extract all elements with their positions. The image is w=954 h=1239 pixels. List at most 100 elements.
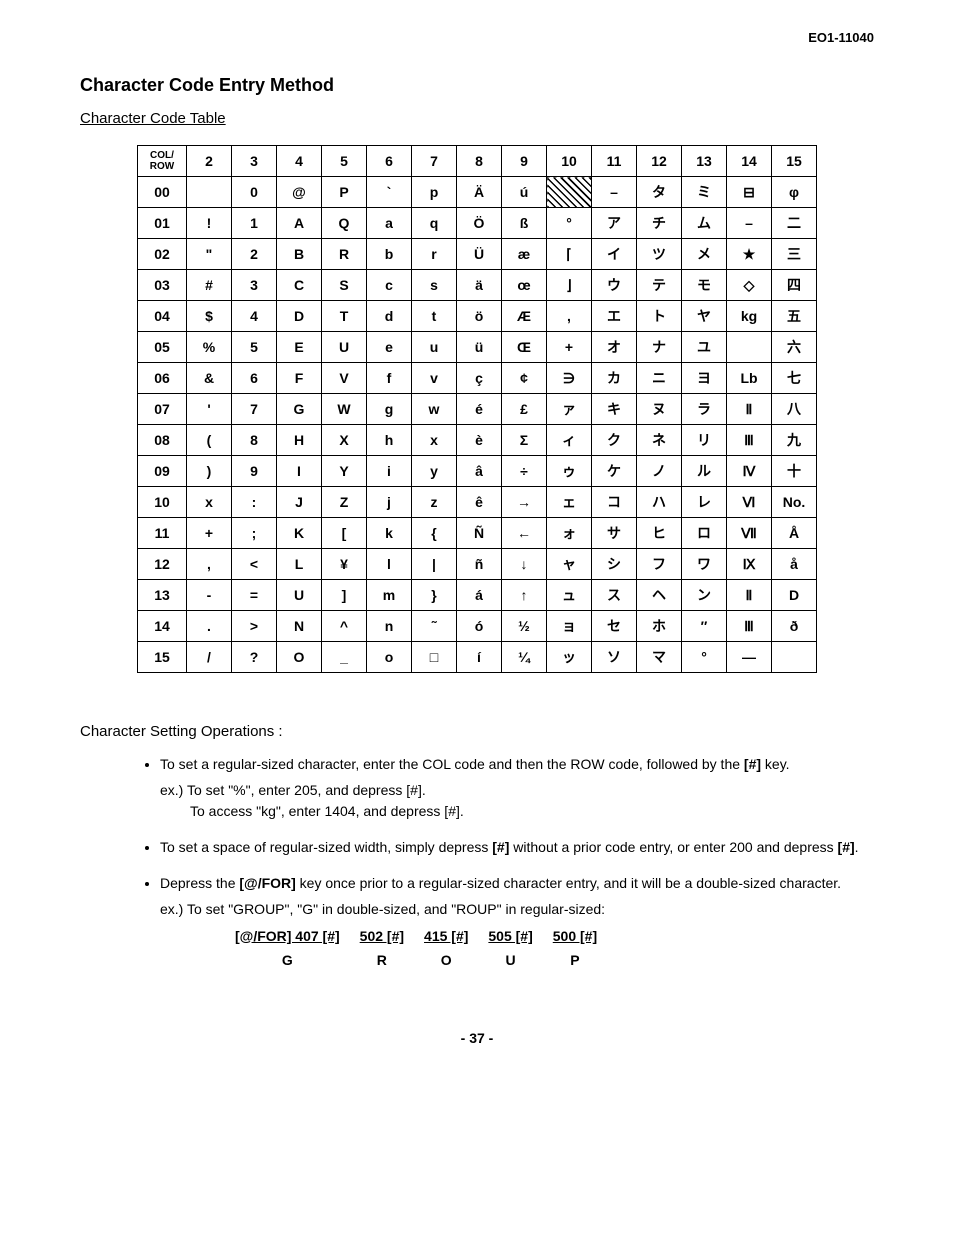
- table-cell: ハ: [637, 487, 682, 518]
- table-cell: ネ: [637, 425, 682, 456]
- table-cell: —: [727, 642, 772, 673]
- table-cell: w: [412, 394, 457, 425]
- table-cell: +: [547, 332, 592, 363]
- table-cell: _: [322, 642, 367, 673]
- operations-list: To set a regular-sized character, enter …: [80, 754, 874, 970]
- table-cell: (: [187, 425, 232, 456]
- table-cell: ノ: [637, 456, 682, 487]
- row-header: 05: [138, 332, 187, 363]
- table-cell: a: [367, 208, 412, 239]
- table-cell: ラ: [682, 394, 727, 425]
- table-cell: 八: [772, 394, 817, 425]
- column-header: 9: [502, 146, 547, 177]
- table-cell: {: [412, 518, 457, 549]
- page-title: Character Code Entry Method: [80, 75, 874, 96]
- row-header: 06: [138, 363, 187, 394]
- table-cell: g: [367, 394, 412, 425]
- table-cell: ): [187, 456, 232, 487]
- table-cell: レ: [682, 487, 727, 518]
- table-cell: Q: [322, 208, 367, 239]
- table-cell: ヒ: [637, 518, 682, 549]
- table-cell: オ: [592, 332, 637, 363]
- table-cell: d: [367, 301, 412, 332]
- table-heading: Character Code Table: [80, 110, 874, 127]
- table-cell: ロ: [682, 518, 727, 549]
- table-cell: ": [187, 239, 232, 270]
- table-cell: イ: [592, 239, 637, 270]
- table-cell: Σ: [502, 425, 547, 456]
- table-cell: [772, 642, 817, 673]
- row-header: 08: [138, 425, 187, 456]
- row-header: 07: [138, 394, 187, 425]
- table-cell: P: [322, 177, 367, 208]
- table-cell: Ü: [457, 239, 502, 270]
- row-header: 15: [138, 642, 187, 673]
- table-cell: カ: [592, 363, 637, 394]
- table-cell: ァ: [547, 394, 592, 425]
- table-cell: @: [277, 177, 322, 208]
- table-cell: R: [322, 239, 367, 270]
- column-header: 15: [772, 146, 817, 177]
- table-cell: ィ: [547, 425, 592, 456]
- table-cell: ˜: [412, 611, 457, 642]
- table-cell: u: [412, 332, 457, 363]
- operations-heading: Character Setting Operations :: [80, 723, 874, 740]
- example-letter: G: [225, 946, 350, 970]
- table-cell: +: [187, 518, 232, 549]
- table-cell: L: [277, 549, 322, 580]
- table-cell: h: [367, 425, 412, 456]
- table-cell: Ⅱ: [727, 394, 772, 425]
- table-cell: テ: [637, 270, 682, 301]
- table-cell: ': [187, 394, 232, 425]
- key-label: [#]: [838, 839, 855, 855]
- table-cell: ß: [502, 208, 547, 239]
- table-cell: ム: [682, 208, 727, 239]
- table-cell: |: [412, 549, 457, 580]
- table-cell: £: [502, 394, 547, 425]
- table-cell: n: [367, 611, 412, 642]
- table-cell: /: [187, 642, 232, 673]
- table-cell: v: [412, 363, 457, 394]
- table-cell: 8: [232, 425, 277, 456]
- table-cell: φ: [772, 177, 817, 208]
- table-cell: Ⅳ: [727, 456, 772, 487]
- table-cell: H: [277, 425, 322, 456]
- table-cell: I: [277, 456, 322, 487]
- table-cell: J: [277, 487, 322, 518]
- text: key.: [761, 756, 790, 772]
- table-cell: C: [277, 270, 322, 301]
- table-cell: ォ: [547, 518, 592, 549]
- example-letter: O: [414, 946, 478, 970]
- example-letter: U: [478, 946, 542, 970]
- table-cell: ル: [682, 456, 727, 487]
- row-header: 10: [138, 487, 187, 518]
- table-cell: F: [277, 363, 322, 394]
- table-cell: ⌋: [547, 270, 592, 301]
- table-corner-cell: COL/ROW: [138, 146, 187, 177]
- table-cell: G: [277, 394, 322, 425]
- table-cell: ニ: [637, 363, 682, 394]
- table-cell: フ: [637, 549, 682, 580]
- table-cell: q: [412, 208, 457, 239]
- table-cell: X: [322, 425, 367, 456]
- table-cell: m: [367, 580, 412, 611]
- table-cell: ツ: [637, 239, 682, 270]
- table-cell: #: [187, 270, 232, 301]
- table-cell: 2: [232, 239, 277, 270]
- table-cell: Ⅵ: [727, 487, 772, 518]
- table-cell: Ⅶ: [727, 518, 772, 549]
- table-cell: メ: [682, 239, 727, 270]
- table-cell: o: [367, 642, 412, 673]
- table-cell: ア: [592, 208, 637, 239]
- table-cell: リ: [682, 425, 727, 456]
- table-cell: キ: [592, 394, 637, 425]
- table-cell: !: [187, 208, 232, 239]
- table-cell: j: [367, 487, 412, 518]
- table-cell: Æ: [502, 301, 547, 332]
- table-cell: ゥ: [547, 456, 592, 487]
- table-cell: á: [457, 580, 502, 611]
- table-cell: モ: [682, 270, 727, 301]
- table-cell: D: [772, 580, 817, 611]
- table-cell: ユ: [682, 332, 727, 363]
- table-cell: 4: [232, 301, 277, 332]
